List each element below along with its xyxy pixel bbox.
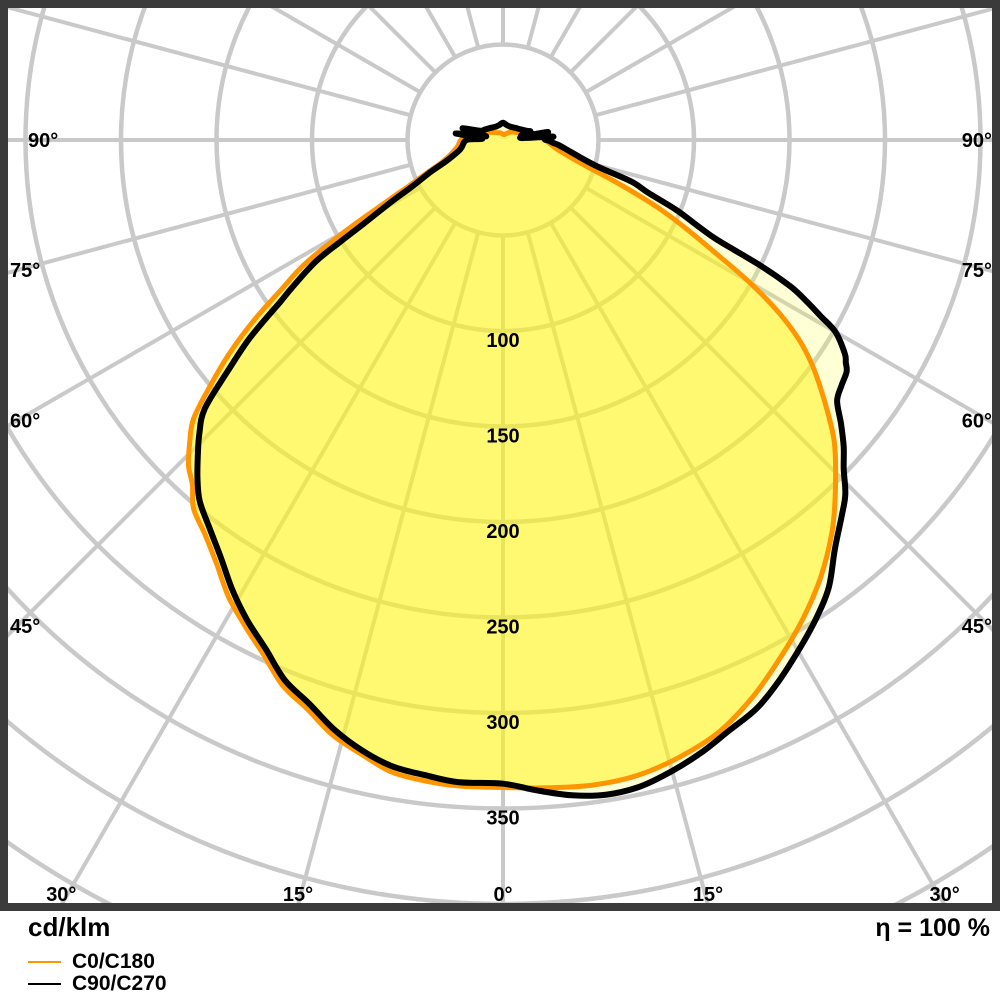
grid-spoke [584, 186, 992, 425]
angle-label-right: 90° [962, 130, 992, 152]
legend-line-c0c180-swatch [28, 961, 61, 963]
ring-label: 250 [486, 617, 519, 639]
curve-c0c180-fill [188, 131, 836, 788]
plot-frame [0, 0, 1000, 911]
grid-spoke [424, 8, 457, 59]
ring-label: 350 [486, 808, 519, 830]
ring-label: 200 [486, 521, 519, 543]
angle-label-left: 90° [28, 130, 58, 152]
ring-label: 300 [486, 712, 519, 734]
ring-label: 150 [486, 426, 519, 448]
grid-spoke [594, 8, 992, 118]
efficiency-label: η = 100 % [875, 914, 990, 942]
legend-label-c90c270: C90/C270 [72, 972, 167, 995]
legend-item-c0c180: C0/C180 [28, 951, 167, 973]
angle-label-bottom: 0° [493, 884, 512, 906]
legend-item-c90c270: C90/C270 [28, 973, 167, 995]
grid-spoke [8, 8, 412, 118]
angle-label-left: 45° [10, 616, 40, 638]
grid-spoke [8, 162, 412, 275]
angle-label-right: 45° [962, 616, 992, 638]
angle-label-left: 75° [10, 260, 40, 282]
legend-label-c0c180: C0/C180 [72, 950, 155, 973]
angle-label-left: 60° [10, 411, 40, 433]
curve-c90c270-fill [197, 122, 847, 796]
ring-label: 100 [486, 330, 519, 352]
angle-label-bottom: 15° [283, 884, 313, 906]
angle-label-bottom: 15° [693, 884, 723, 906]
unit-label: cd/klm [28, 912, 111, 942]
angle-label-bottom: 30° [930, 884, 960, 906]
angle-label-right: 60° [962, 411, 992, 433]
angle-label-right: 75° [962, 260, 992, 282]
grid-spoke [8, 186, 422, 429]
curve-c90c270-line [194, 119, 850, 799]
legend: C0/C180 C90/C270 [28, 951, 167, 995]
angle-label-bottom: 30° [46, 884, 76, 906]
grid-spoke [594, 162, 992, 274]
legend-line-c90c270-swatch [28, 983, 61, 985]
